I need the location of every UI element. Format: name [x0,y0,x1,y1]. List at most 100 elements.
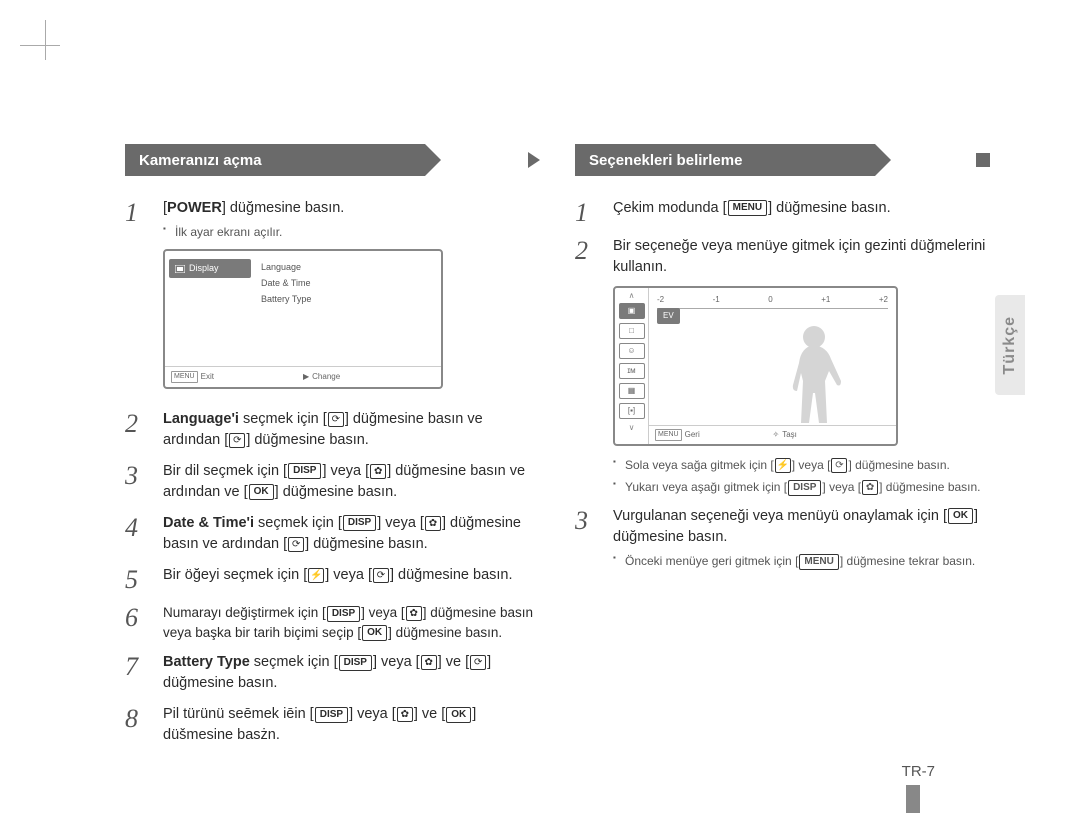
step-number: 4 [125,513,163,555]
step-body: Vurgulanan seçeneği veya menüyü onaylama… [613,506,990,570]
crop-mark-vertical [45,20,46,60]
step-4: 4 Date & Time'i seçmek için [DISP] veya … [125,513,540,555]
page-number: TR-7 [902,763,935,780]
disp-button: DISP [339,655,372,671]
r-step-1: 1 Çekim modunda [MENU] düğmesine basın. [575,198,990,226]
timer-icon: ⟳ [373,568,389,583]
ev-label: EV [657,308,680,324]
r-sub2: Yukarı veya aşağı gitmek için [DISP] vey… [613,478,990,496]
r-step-3: 3 Vurgulanan seçeneği veya menüyü onayla… [575,506,990,570]
disp-button: DISP [327,606,360,622]
cam-menu-battery: Battery Type [261,291,435,307]
cam-menu-datetime: Date & Time [261,275,435,291]
timer-icon: ⟳ [831,458,847,473]
disp-button: DISP [788,480,821,496]
cam2-down-arrow: ∨ [617,422,646,432]
timer-icon: ⟳ [288,537,304,552]
flash-icon: ⚡ [775,458,791,473]
cam2-icon: □ [619,323,645,339]
camera-ev-screenshot: ∧ ▣ □ ☺ ɪм ▦ [▪] ∨ -2 -1 [613,286,898,446]
macro-icon: ✿ [421,655,437,670]
timer-icon: ⟳ [470,655,486,670]
cam-menu-language: Language [261,259,435,275]
step-2: 2 Language'i seçmek için [⟳] düğmesine b… [125,409,540,451]
left-steps: 1 [POWER] düğmesine basın. İlk ayar ekra… [125,198,540,746]
cam-footer-change: ▶ Change [303,371,435,383]
language-tab-label: Türkçe [1001,316,1019,374]
r-sub3: Önceki menüye geri gitmek için [MENU] dü… [613,552,990,570]
ok-button: OK [446,707,471,723]
cam2-ev-icon: ▣ [619,303,645,319]
flash-icon: ⚡ [308,568,324,583]
step-body: Bir öğeyi seçmek için [⚡] veya [⟳] düğme… [163,565,540,593]
timer-icon: ⟳ [328,412,344,427]
camera-display-screenshot: Display Language Date & Time Battery Typ… [163,249,443,389]
step-5: 5 Bir öğeyi seçmek için [⚡] veya [⟳] düğ… [125,565,540,593]
ok-button: OK [249,484,274,500]
cam2-up-arrow: ∧ [617,290,646,300]
step-number: 5 [125,565,163,593]
page-number-decoration [906,785,920,813]
macro-icon: ✿ [406,606,422,621]
step-number: 3 [575,506,613,570]
left-header: Kameranızı açma [125,140,540,180]
person-silhouette [779,323,849,428]
step-1: 1 [POWER] düğmesine basın. İlk ayar ekra… [125,198,540,399]
right-header-ribbon: Seçenekleri belirleme [575,144,875,176]
right-column: Seçenekleri belirleme 1 Çekim modunda [M… [575,140,990,580]
ok-button: OK [362,625,387,641]
cam-display-item: Display [169,259,251,278]
cam-footer-exit: MENU Exit [171,371,303,383]
step-number: 3 [125,461,163,503]
cam2-icon: ☺ [619,343,645,359]
stop-icon [976,153,990,167]
step-body: Bir dil seçmek için [DISP] veya [✿] düğm… [163,461,540,503]
step-body: Bir seçeneğe veya menüye gitmek için gez… [613,236,990,496]
cam2-icon: ɪм [619,363,645,379]
play-icon [528,152,540,168]
step-number: 1 [575,198,613,226]
menu-button: MENU [728,200,767,216]
menu-button: MENU [799,554,838,570]
macro-icon: ✿ [370,464,386,479]
macro-icon: ✿ [397,707,413,722]
step-number: 2 [125,409,163,451]
step-body: Battery Type seçmek için [DISP] veya [✿]… [163,652,540,694]
step-body: [POWER] düğmesine basın. İlk ayar ekranı… [163,198,540,399]
page: Türkçe Kameranızı açma 1 [POWER] düğmesi… [75,0,1025,835]
disp-button: DISP [288,463,321,479]
step-number: 8 [125,704,163,746]
step-7: 7 Battery Type seçmek için [DISP] veya [… [125,652,540,694]
step-number: 6 [125,603,163,642]
ev-scale: -2 -1 0 +1 +2 [657,294,888,309]
step-body: Çekim modunda [MENU] düğmesine basın. [613,198,990,226]
step-body: Language'i seçmek için [⟳] düğmesine bas… [163,409,540,451]
step-body: Numarayı değiştirmek için [DISP] veya [✿… [163,603,540,642]
step-6: 6 Numarayı değiştirmek için [DISP] veya … [125,603,540,642]
cam2-icon: ▦ [619,383,645,399]
r-sub1: Sola veya sağa gitmek için [⚡] veya [⟳] … [613,456,990,474]
step-8: 8 Pil türünü seēmek iēin [DISP] veya [✿]… [125,704,540,746]
r-step-2: 2 Bir seçeneğe veya menüye gitmek için g… [575,236,990,496]
cam2-icon: [▪] [619,403,645,419]
crop-mark-horizontal [20,45,60,46]
disp-button: DISP [343,515,376,531]
macro-icon: ✿ [425,516,441,531]
right-steps: 1 Çekim modunda [MENU] düğmesine basın. … [575,198,990,570]
step-number: 1 [125,198,163,399]
macro-icon: ✿ [862,480,878,495]
cam2-footer: MENU Geri ✧ Taşı [649,425,896,444]
left-column: Kameranızı açma 1 [POWER] düğmesine bası… [125,140,540,756]
disp-button: DISP [315,707,348,723]
timer-icon: ⟳ [229,433,245,448]
right-header: Seçenekleri belirleme [575,140,990,180]
step1-sub: İlk ayar ekranı açılır. [163,223,540,241]
step-3: 3 Bir dil seçmek için [DISP] veya [✿] dü… [125,461,540,503]
language-tab: Türkçe [995,295,1025,395]
step-body: Date & Time'i seçmek için [DISP] veya [✿… [163,513,540,555]
step-body: Pil türünü seēmek iēin [DISP] veya [✿] v… [163,704,540,746]
left-header-ribbon: Kameranızı açma [125,144,425,176]
step-number: 2 [575,236,613,496]
ok-button: OK [948,508,973,524]
step-number: 7 [125,652,163,694]
